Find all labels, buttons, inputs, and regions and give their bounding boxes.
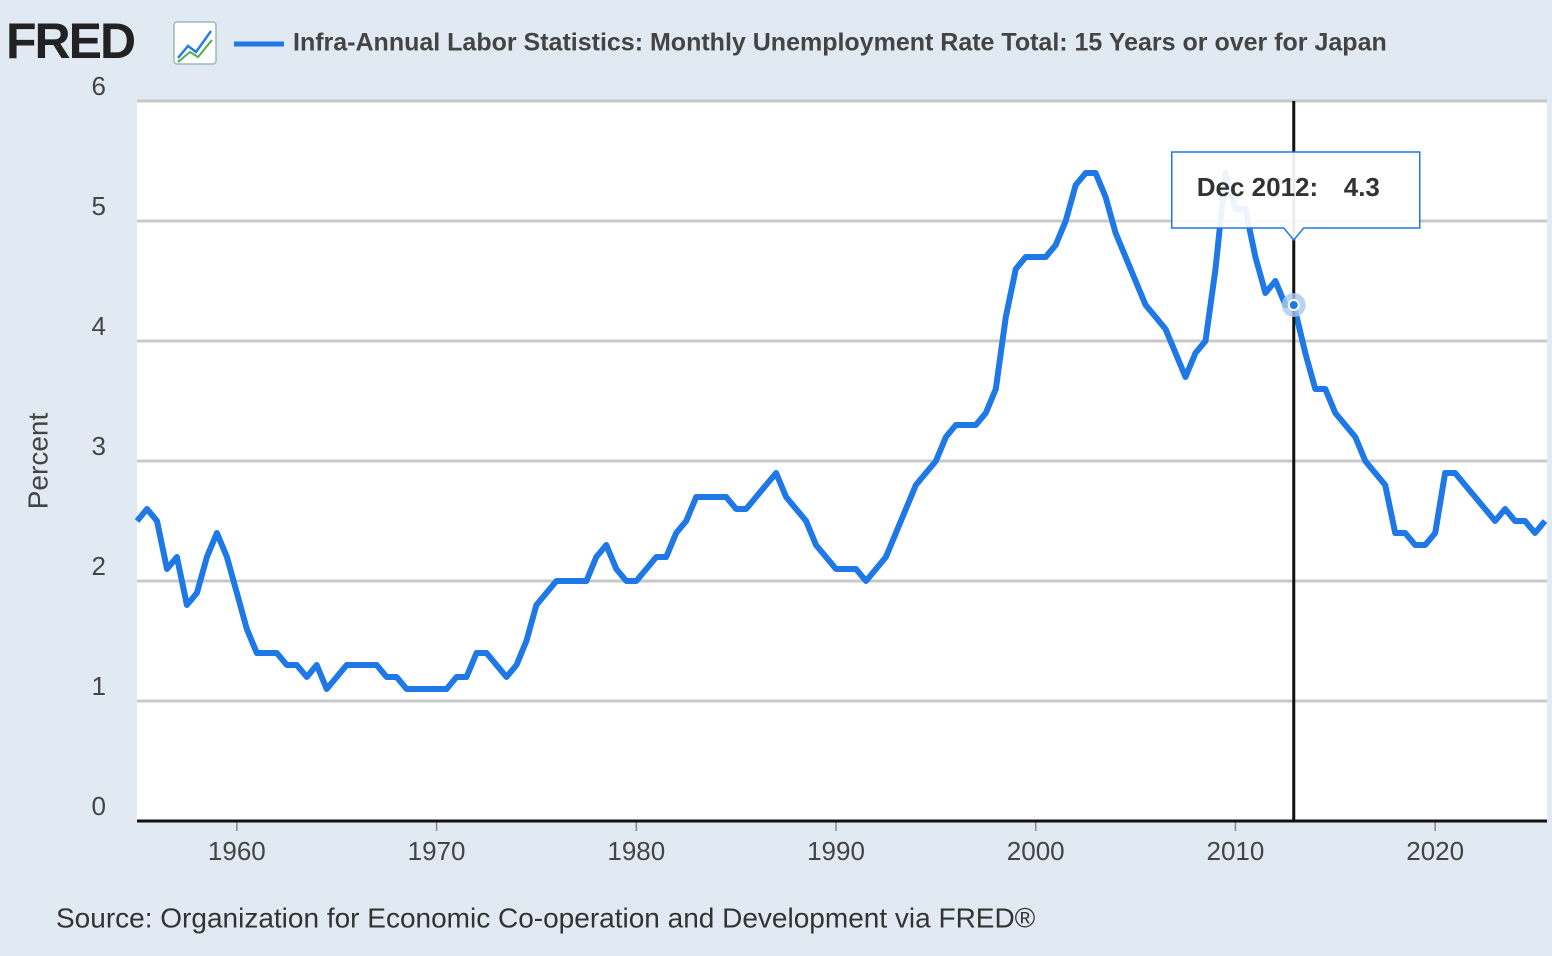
hover-point [1287, 299, 1300, 311]
logo-icon [173, 21, 217, 65]
tooltip-label: Dec 2012: [1197, 172, 1318, 202]
x-tick-label: 2000 [1007, 836, 1065, 866]
x-tick-label: 1960 [208, 836, 266, 866]
y-tick-label: 5 [92, 191, 106, 221]
x-tick-label: 1980 [607, 836, 665, 866]
y-tick-label: 2 [92, 551, 106, 581]
y-tick-label: 4 [92, 311, 106, 341]
source: Source: Organization for Economic Co-ope… [56, 902, 1036, 933]
y-tick-label: 0 [92, 791, 106, 821]
x-tick-label: 1970 [408, 836, 466, 866]
x-tick-label: 1990 [807, 836, 865, 866]
logo: FRED [6, 13, 135, 69]
tooltip-box [1171, 151, 1421, 242]
x-tick-label: 2020 [1406, 836, 1464, 866]
y-tick-label: 6 [92, 71, 106, 101]
legend-label: Infra-Annual Labor Statistics: Monthly U… [293, 29, 1387, 57]
y-axis-label: Percent [22, 413, 53, 510]
y-tick-label: 3 [92, 431, 106, 461]
y-tick-label: 1 [92, 671, 106, 701]
tooltip-value: 4.3 [1344, 172, 1380, 202]
tooltip: Dec 2012: 4.3 [1171, 151, 1421, 242]
series-line [134, 170, 1548, 692]
x-tick-label: 2010 [1207, 836, 1265, 866]
